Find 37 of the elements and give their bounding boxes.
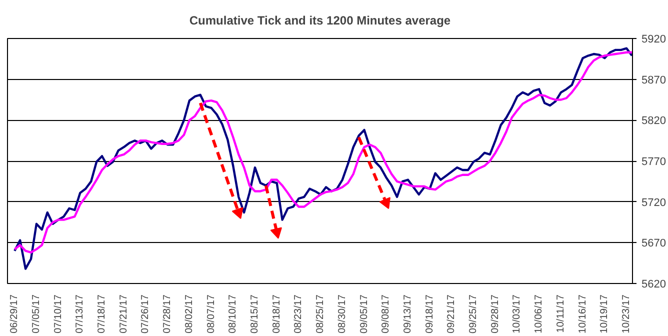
x-tick-label: 07/18/17 (96, 294, 108, 334)
x-tick-label: 09/21/17 (446, 294, 458, 334)
x-tick-label: 10/06/17 (534, 294, 545, 334)
x-tick-label: 08/18/17 (271, 294, 282, 334)
chart-title: Cumulative Tick and its 1200 Minutes average (189, 14, 451, 28)
y-tick-label: 5920 (642, 34, 666, 46)
x-tick-label: 07/05/17 (30, 294, 42, 334)
x-tick-label: 09/13/17 (402, 294, 414, 334)
x-tick-label: 07/10/17 (52, 294, 64, 334)
x-tick-label: 10/11/17 (555, 294, 566, 333)
x-tick-label: 09/08/17 (380, 294, 392, 334)
x-tick-label: 08/10/17 (228, 294, 239, 334)
y-tick-label: 5720 (642, 196, 666, 209)
x-tick-label: 10/03/17 (512, 294, 523, 334)
x-tick-label: 10/19/17 (599, 294, 610, 334)
x-tick-label: 08/25/17 (315, 294, 326, 334)
x-tick-label: 09/25/17 (468, 294, 480, 334)
y-tick-label: 5820 (642, 115, 666, 128)
y-tick-label: 5670 (642, 238, 666, 250)
x-tick-label: 10/16/17 (577, 294, 588, 334)
x-tick-label: 07/21/17 (118, 294, 130, 334)
y-tick-label: 5770 (642, 156, 666, 168)
x-tick-label: 08/07/17 (206, 294, 217, 334)
x-tick-label: 06/29/17 (9, 294, 20, 334)
x-tick-label: 09/05/17 (358, 294, 370, 334)
x-tick-label: 07/13/17 (74, 294, 86, 334)
x-tick-label: 10/23/17 (620, 294, 632, 334)
x-tick-label: 07/28/17 (162, 294, 174, 334)
x-tick-label: 08/15/17 (249, 294, 260, 334)
x-tick-label: 09/28/17 (490, 294, 501, 334)
x-tick-label: 08/30/17 (336, 294, 348, 334)
y-tick-label: 5620 (642, 278, 666, 290)
x-tick-label: 08/23/17 (293, 294, 304, 334)
x-tick-label: 08/02/17 (184, 294, 195, 334)
y-tick-label: 5870 (642, 74, 666, 86)
x-tick-label: 09/18/17 (424, 294, 436, 334)
x-tick-label: 07/26/17 (140, 294, 152, 334)
